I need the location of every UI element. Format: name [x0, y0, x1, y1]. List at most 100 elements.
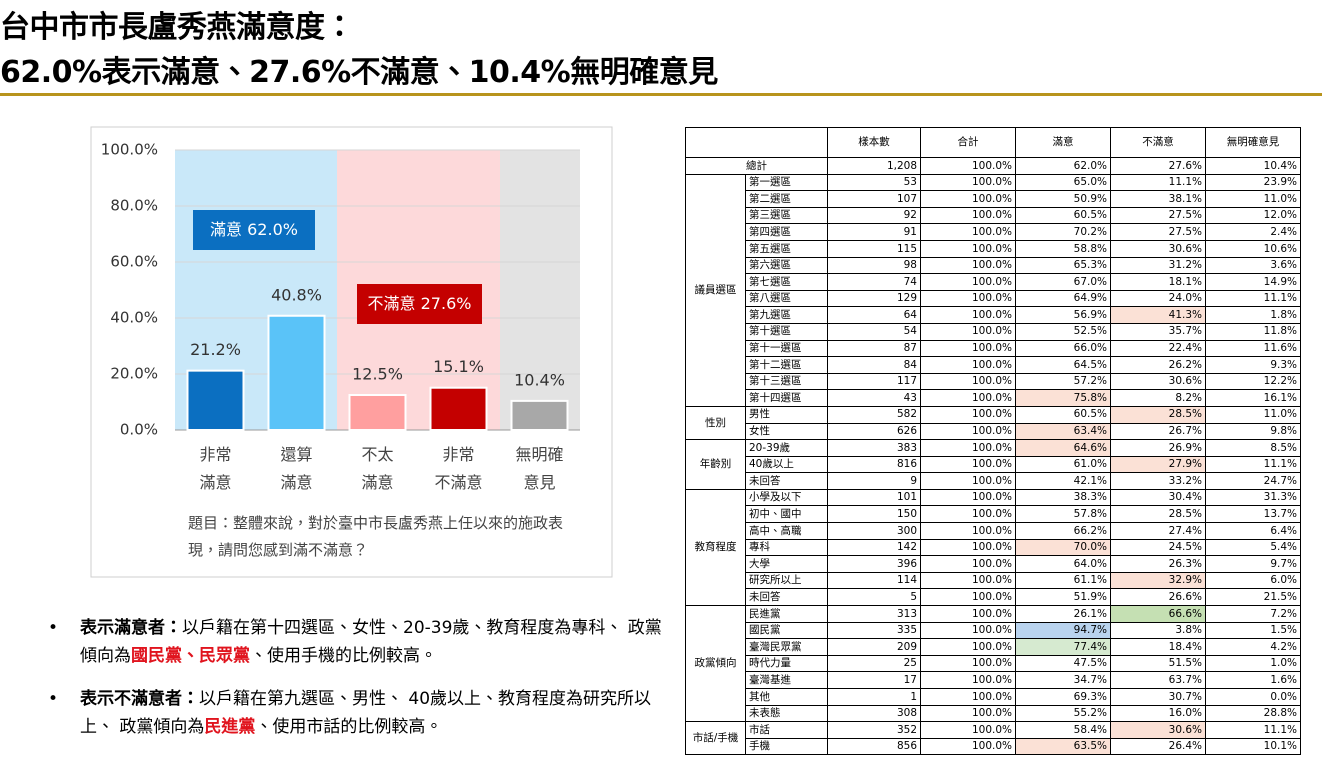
x-tick-label: 不太 滿意 — [361, 445, 394, 492]
cell: 100.0% — [920, 273, 1016, 291]
data-row: 大學 396 100.0% 64.0% 26.3% 9.7% — [686, 555, 1301, 573]
row-label: 第一選區 — [745, 173, 828, 192]
row-label: 第十二選區 — [745, 356, 828, 374]
row-label: 初中、國中 — [745, 505, 828, 524]
cell: 27.6% — [1110, 157, 1206, 175]
cell: 47.5% — [1015, 654, 1111, 673]
data-row: 第五選區 115 100.0% 58.8% 30.6% 10.6% — [686, 239, 1301, 258]
cell: 58.4% — [1015, 721, 1111, 739]
cell: 10.4% — [1205, 157, 1301, 175]
cell: 61.0% — [1015, 455, 1111, 474]
data-row: 研究所以上 114 100.0% 61.1% 32.9% 6.0% — [686, 571, 1301, 590]
group-label: 議員選區 — [685, 173, 746, 407]
cell: 26.6% — [1110, 588, 1206, 607]
data-row: 初中、國中 150 100.0% 57.8% 28.5% 13.7% — [686, 505, 1301, 524]
data-row: 第六選區 98 100.0% 65.3% 31.2% 3.6% — [686, 256, 1301, 275]
data-row: 第四選區 91 100.0% 70.2% 27.5% 2.4% — [686, 223, 1301, 241]
row-label: 第八選區 — [745, 289, 828, 308]
row-label: 市話 — [745, 721, 828, 739]
column-header: 合計 — [920, 127, 1016, 158]
cell: 335 — [827, 621, 921, 640]
data-row: 年齡別 20-39歲 383 100.0% 64.6% 26.9% 8.5% — [685, 439, 1301, 490]
cell: 60.5% — [1015, 206, 1111, 225]
row-label: 20-39歲 — [745, 439, 828, 457]
cell: 100.0% — [920, 654, 1016, 673]
row-label: 小學及以下 — [745, 488, 828, 507]
cell: 101 — [827, 488, 921, 507]
cell: 100.0% — [920, 339, 1016, 358]
cell: 100.0% — [920, 206, 1016, 225]
cell: 16.1% — [1205, 389, 1301, 407]
cell: 61.1% — [1015, 571, 1111, 590]
bullet-highlight: 民進黨 — [204, 717, 256, 737]
cell: 100.0% — [920, 505, 1016, 524]
bullet-text: 以戶籍在第九選區、男性、 40歲以上、教育程度為研究所以上、 政黨傾向為 — [80, 689, 652, 737]
cell: 13.7% — [1205, 505, 1301, 524]
data-row: 第二選區 107 100.0% 50.9% 38.1% 11.0% — [686, 190, 1301, 208]
row-label: 時代力量 — [745, 654, 828, 673]
cell: 2.4% — [1205, 223, 1301, 241]
cell: 100.0% — [920, 289, 1016, 308]
cell: 38.3% — [1015, 488, 1111, 507]
cell: 65.3% — [1015, 256, 1111, 275]
data-row: 第十四選區 43 100.0% 75.8% 8.2% 16.1% — [686, 389, 1301, 407]
cell: 300 — [827, 522, 921, 540]
cell: 26.7% — [1110, 422, 1206, 441]
cell: 43 — [827, 389, 921, 407]
column-header: 樣本數 — [827, 127, 921, 158]
cell: 28.5% — [1110, 405, 1206, 424]
row-label: 男性 — [745, 405, 828, 424]
cell: 150 — [827, 505, 921, 524]
cell: 70.0% — [1015, 538, 1111, 557]
row-label: 第十選區 — [745, 322, 828, 341]
question-note: 題目：整體來說，對於臺中市長盧秀燕上任以來的施政表現，請問您感到滿不滿意？ — [188, 514, 564, 559]
row-label: 大學 — [745, 555, 828, 573]
cell: 100.0% — [920, 605, 1016, 623]
divider — [0, 93, 1322, 96]
row-label: 女性 — [745, 422, 828, 441]
data-row: 教育程度 小學及以下 101 100.0% 38.3% 30.4% 31.3% — [685, 488, 1301, 607]
group-label: 教育程度 — [685, 488, 746, 607]
cell: 100.0% — [920, 190, 1016, 208]
cell: 100.0% — [920, 239, 1016, 258]
data-row: 議員選區 第一選區 53 100.0% 65.0% 11.1% 23.9% — [685, 173, 1301, 407]
cell: 42.1% — [1015, 472, 1111, 490]
group-label: 年齡別 — [685, 439, 746, 490]
cell: 100.0% — [920, 322, 1016, 341]
cell: 856 — [827, 737, 921, 756]
cell: 100.0% — [920, 439, 1016, 457]
cell: 54 — [827, 322, 921, 341]
y-tick-label: 60.0% — [110, 253, 158, 271]
chart: 0.0% 20.0% 40.0% 60.0% 80.0% 100.0% 21.2% 40.8%… — [90, 126, 613, 578]
cell: 64 — [827, 306, 921, 324]
bullet-lead: 表示滿意者： — [80, 618, 182, 638]
cell: 100.0% — [920, 671, 1016, 689]
cell: 816 — [827, 455, 921, 474]
cell: 17 — [827, 671, 921, 689]
cell: 51.9% — [1015, 588, 1111, 607]
y-tick-label: 0.0% — [120, 421, 158, 439]
value-label: 15.1% — [433, 357, 484, 376]
group-label: 性別 — [685, 405, 746, 441]
cell: 5 — [827, 588, 921, 607]
cell: 34.7% — [1015, 671, 1111, 689]
group-label: 市話/手機 — [685, 721, 746, 756]
cell: 142 — [827, 538, 921, 557]
cell: 30.7% — [1110, 688, 1206, 706]
cell: 26.3% — [1110, 555, 1206, 573]
cell: 50.9% — [1015, 190, 1111, 208]
row-label: 未回答 — [745, 472, 828, 490]
data-row: 第十選區 54 100.0% 52.5% 35.7% 11.8% — [686, 322, 1301, 341]
cell: 55.2% — [1015, 704, 1111, 723]
cell: 64.0% — [1015, 555, 1111, 573]
cell: 100.0% — [920, 737, 1016, 756]
value-label: 10.4% — [514, 370, 565, 389]
data-row: 臺灣民眾黨 209 100.0% 77.4% 18.4% 4.2% — [686, 638, 1301, 656]
cell: 64.9% — [1015, 289, 1111, 308]
row-label: 高中、高職 — [745, 522, 828, 540]
data-row: 第八選區 129 100.0% 64.9% 24.0% 11.1% — [686, 289, 1301, 308]
cell: 1.5% — [1205, 621, 1301, 640]
row-label: 第三選區 — [745, 206, 828, 225]
x-tick-label: 非常 不滿意 — [434, 445, 483, 492]
cell: 9.8% — [1205, 422, 1301, 441]
